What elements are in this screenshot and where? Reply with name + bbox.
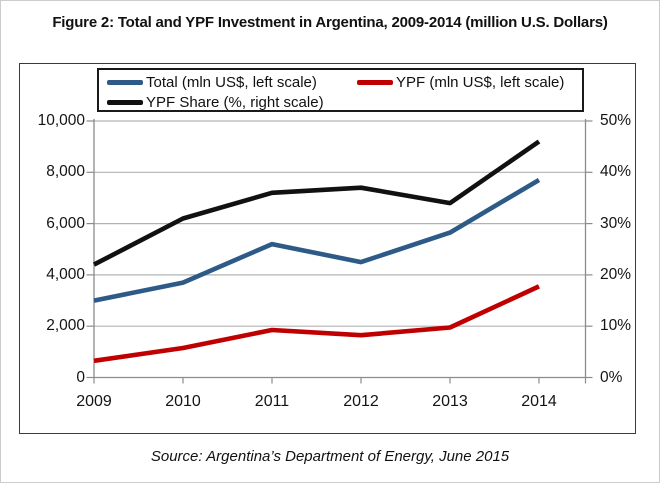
legend-row-1: Total (mln US$, left scale) YPF (mln US$… bbox=[107, 72, 582, 92]
x-axis-label: 2014 bbox=[521, 393, 557, 410]
ypf-line-swatch bbox=[357, 79, 393, 85]
series-line-total bbox=[93, 178, 541, 303]
y-axis-label-right: 40% bbox=[600, 163, 632, 181]
legend-item-ypf: YPF (mln US$, left scale) bbox=[357, 74, 564, 91]
x-axis-label: 2013 bbox=[432, 393, 468, 410]
legend-label-ypf: YPF (mln US$, left scale) bbox=[396, 73, 565, 91]
legend-label-total: Total (mln US$, left scale) bbox=[146, 73, 317, 91]
legend-item-total: Total (mln US$, left scale) bbox=[107, 74, 357, 91]
y-axis-label-right: 10% bbox=[600, 317, 632, 335]
legend-row-2: YPF Share (%, right scale) bbox=[107, 92, 582, 112]
x-axis-label: 2009 bbox=[76, 393, 112, 410]
x-axis-label: 2012 bbox=[343, 393, 379, 410]
total-line-swatch bbox=[107, 79, 143, 85]
y-axis-label-right: 0% bbox=[600, 368, 623, 386]
y-axis-label-left: 8,000 bbox=[46, 163, 85, 181]
figure-title: Figure 2: Total and YPF Investment in Ar… bbox=[52, 14, 608, 31]
series-line-ypf-share bbox=[92, 139, 541, 267]
y-axis-label-left: 6,000 bbox=[46, 214, 85, 232]
x-axis-label: 2010 bbox=[165, 393, 201, 410]
chart-frame bbox=[19, 63, 636, 434]
legend-item-ypf-share: YPF Share (%, right scale) bbox=[107, 94, 324, 111]
y-axis-label-left: 4,000 bbox=[46, 265, 85, 283]
legend-label-ypf-share: YPF Share (%, right scale) bbox=[146, 93, 324, 111]
source-note: Source: Argentina’s Department of Energy… bbox=[150, 448, 510, 465]
y-axis-label-right: 20% bbox=[600, 265, 632, 283]
series-line-ypf bbox=[93, 284, 540, 364]
ypf-share-line-swatch bbox=[107, 99, 143, 105]
y-axis-label-right: 30% bbox=[600, 214, 632, 232]
y-axis-label-left: 2,000 bbox=[46, 317, 85, 335]
y-axis-label-left: 10,000 bbox=[37, 112, 85, 129]
legend: Total (mln US$, left scale) YPF (mln US$… bbox=[97, 68, 584, 112]
x-axis-label: 2011 bbox=[254, 393, 290, 410]
y-axis-label-left: 0 bbox=[76, 368, 85, 386]
y-axis-label-right: 50% bbox=[600, 112, 632, 129]
